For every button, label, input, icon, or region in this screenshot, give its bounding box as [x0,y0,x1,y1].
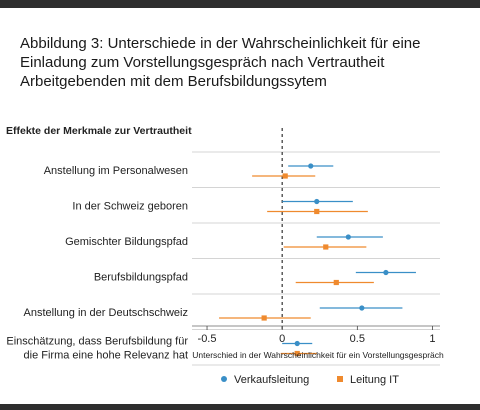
point-estimate [359,305,365,311]
figure-title-line-3: Arbeitgebenden mit dem Berufsbildungssyt… [20,73,327,90]
x-tick-label: 1 [429,333,435,345]
category-label: Einschätzung, dass Berufsbildung für [6,336,188,348]
figure-title: Abbildung 3: Unterschiede in der Wahrsch… [20,34,460,91]
figure-title-line-1: Abbildung 3: Unterschiede in der Wahrsch… [20,35,421,52]
figure-title-line-2: Einladung zum Vorstellungsgespräch nach … [20,54,385,71]
point-estimate [261,315,267,321]
x-tick-label: -0.5 [198,333,217,345]
legend-marker [337,376,343,382]
category-label: die Firma eine hohe Relevanz hat [24,350,188,362]
legend-label: Verkaufsleitung [234,374,309,386]
x-tick-label: 0 [279,333,285,345]
legend-label: Leitung IT [350,374,399,386]
point-estimate [314,198,320,205]
point-estimate [333,279,339,286]
point-estimate [282,173,288,179]
bottom-border-bar [0,404,480,410]
top-border-bar [0,0,480,8]
category-label: Berufsbildungspfad [94,272,188,284]
x-tick-label: 0.5 [350,333,365,345]
x-axis-label: Unterschied in der Wahrscheinlichkeit fü… [192,350,444,360]
point-estimate [294,340,300,347]
point-estimate [383,269,389,276]
point-estimate [323,244,329,250]
point-estimate [314,208,320,215]
category-label: In der Schweiz geboren [72,201,188,213]
legend-marker [221,376,227,382]
category-label: Gemischter Bildungspfad [65,236,188,248]
category-label: Anstellung im Personalwesen [44,165,188,177]
point-estimate [308,163,314,169]
point-estimate [294,350,300,357]
chart-subtitle: Effekte der Merkmale zur Vertrautheit [6,125,192,137]
point-estimate [345,234,351,240]
category-label: Anstellung in der Deutschschweiz [24,307,188,319]
